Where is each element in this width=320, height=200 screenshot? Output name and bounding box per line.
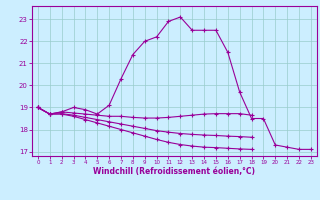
X-axis label: Windchill (Refroidissement éolien,°C): Windchill (Refroidissement éolien,°C) [93,167,255,176]
